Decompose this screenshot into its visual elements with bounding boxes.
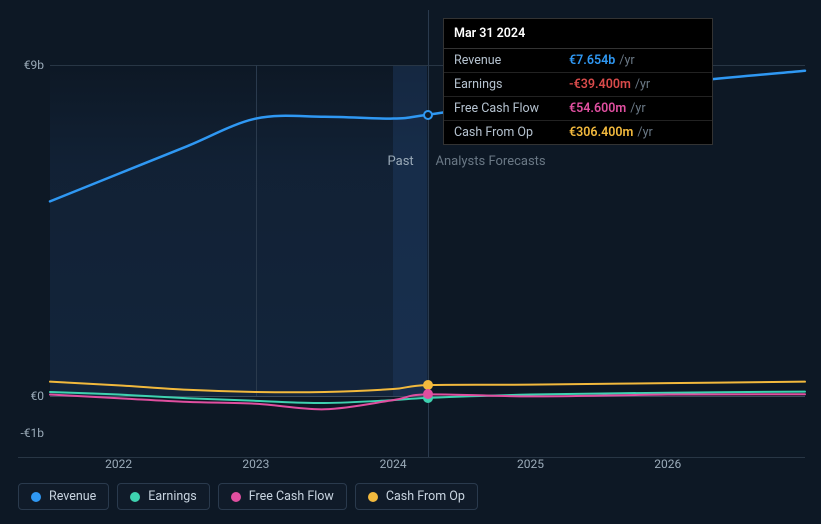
tooltip-row-label: Revenue <box>454 53 569 68</box>
legend-swatch-icon <box>368 492 378 502</box>
tooltip-row-unit: /yr <box>635 77 650 92</box>
legend-swatch-icon <box>231 492 241 502</box>
tooltip-row-label: Earnings <box>454 77 569 92</box>
y-axis-label: €9b <box>24 58 50 72</box>
tooltip-date: Mar 31 2024 <box>444 19 712 49</box>
legend: Revenue Earnings Free Cash Flow Cash From O… <box>18 483 478 510</box>
tooltip-row-value: €306.400m <box>569 125 633 140</box>
tooltip-row-unit: /yr <box>619 53 634 68</box>
legend-swatch-icon <box>130 492 140 502</box>
legend-swatch-icon <box>31 492 41 502</box>
tooltip-row-value: -€39.400m <box>569 77 631 92</box>
legend-item-label: Earnings <box>148 489 196 504</box>
chart-container: €9b€0-€1b20222023202420252026PastAnalyst… <box>0 0 821 524</box>
tooltip-row: Free Cash Flow€54.600m/yr <box>444 97 712 121</box>
tooltip-row-label: Free Cash Flow <box>454 101 569 116</box>
tooltip-row-unit: /yr <box>637 125 652 140</box>
legend-item-free_cash_flow[interactable]: Free Cash Flow <box>218 483 347 510</box>
legend-item-label: Free Cash Flow <box>249 489 334 504</box>
legend-item-revenue[interactable]: Revenue <box>18 483 109 510</box>
y-axis-label: €0 <box>31 389 51 403</box>
legend-item-cash_from_op[interactable]: Cash From Op <box>355 483 478 510</box>
tooltip-row: Revenue€7.654b/yr <box>444 49 712 73</box>
legend-item-earnings[interactable]: Earnings <box>117 483 209 510</box>
series-line-cash_from_op <box>50 382 805 393</box>
legend-item-label: Revenue <box>49 489 96 504</box>
tooltip-row-value: €7.654b <box>569 53 615 68</box>
legend-item-label: Cash From Op <box>386 489 465 504</box>
tooltip-row: Cash From Op€306.400m/yr <box>444 121 712 144</box>
y-axis-label: -€1b <box>20 426 50 440</box>
tooltip-row-label: Cash From Op <box>454 125 569 140</box>
tooltip-row: Earnings-€39.400m/yr <box>444 73 712 97</box>
tooltip-row-value: €54.600m <box>569 101 626 116</box>
tooltip-row-unit: /yr <box>630 101 645 116</box>
hover-tooltip: Mar 31 2024 Revenue€7.654b/yrEarnings-€3… <box>443 18 713 145</box>
